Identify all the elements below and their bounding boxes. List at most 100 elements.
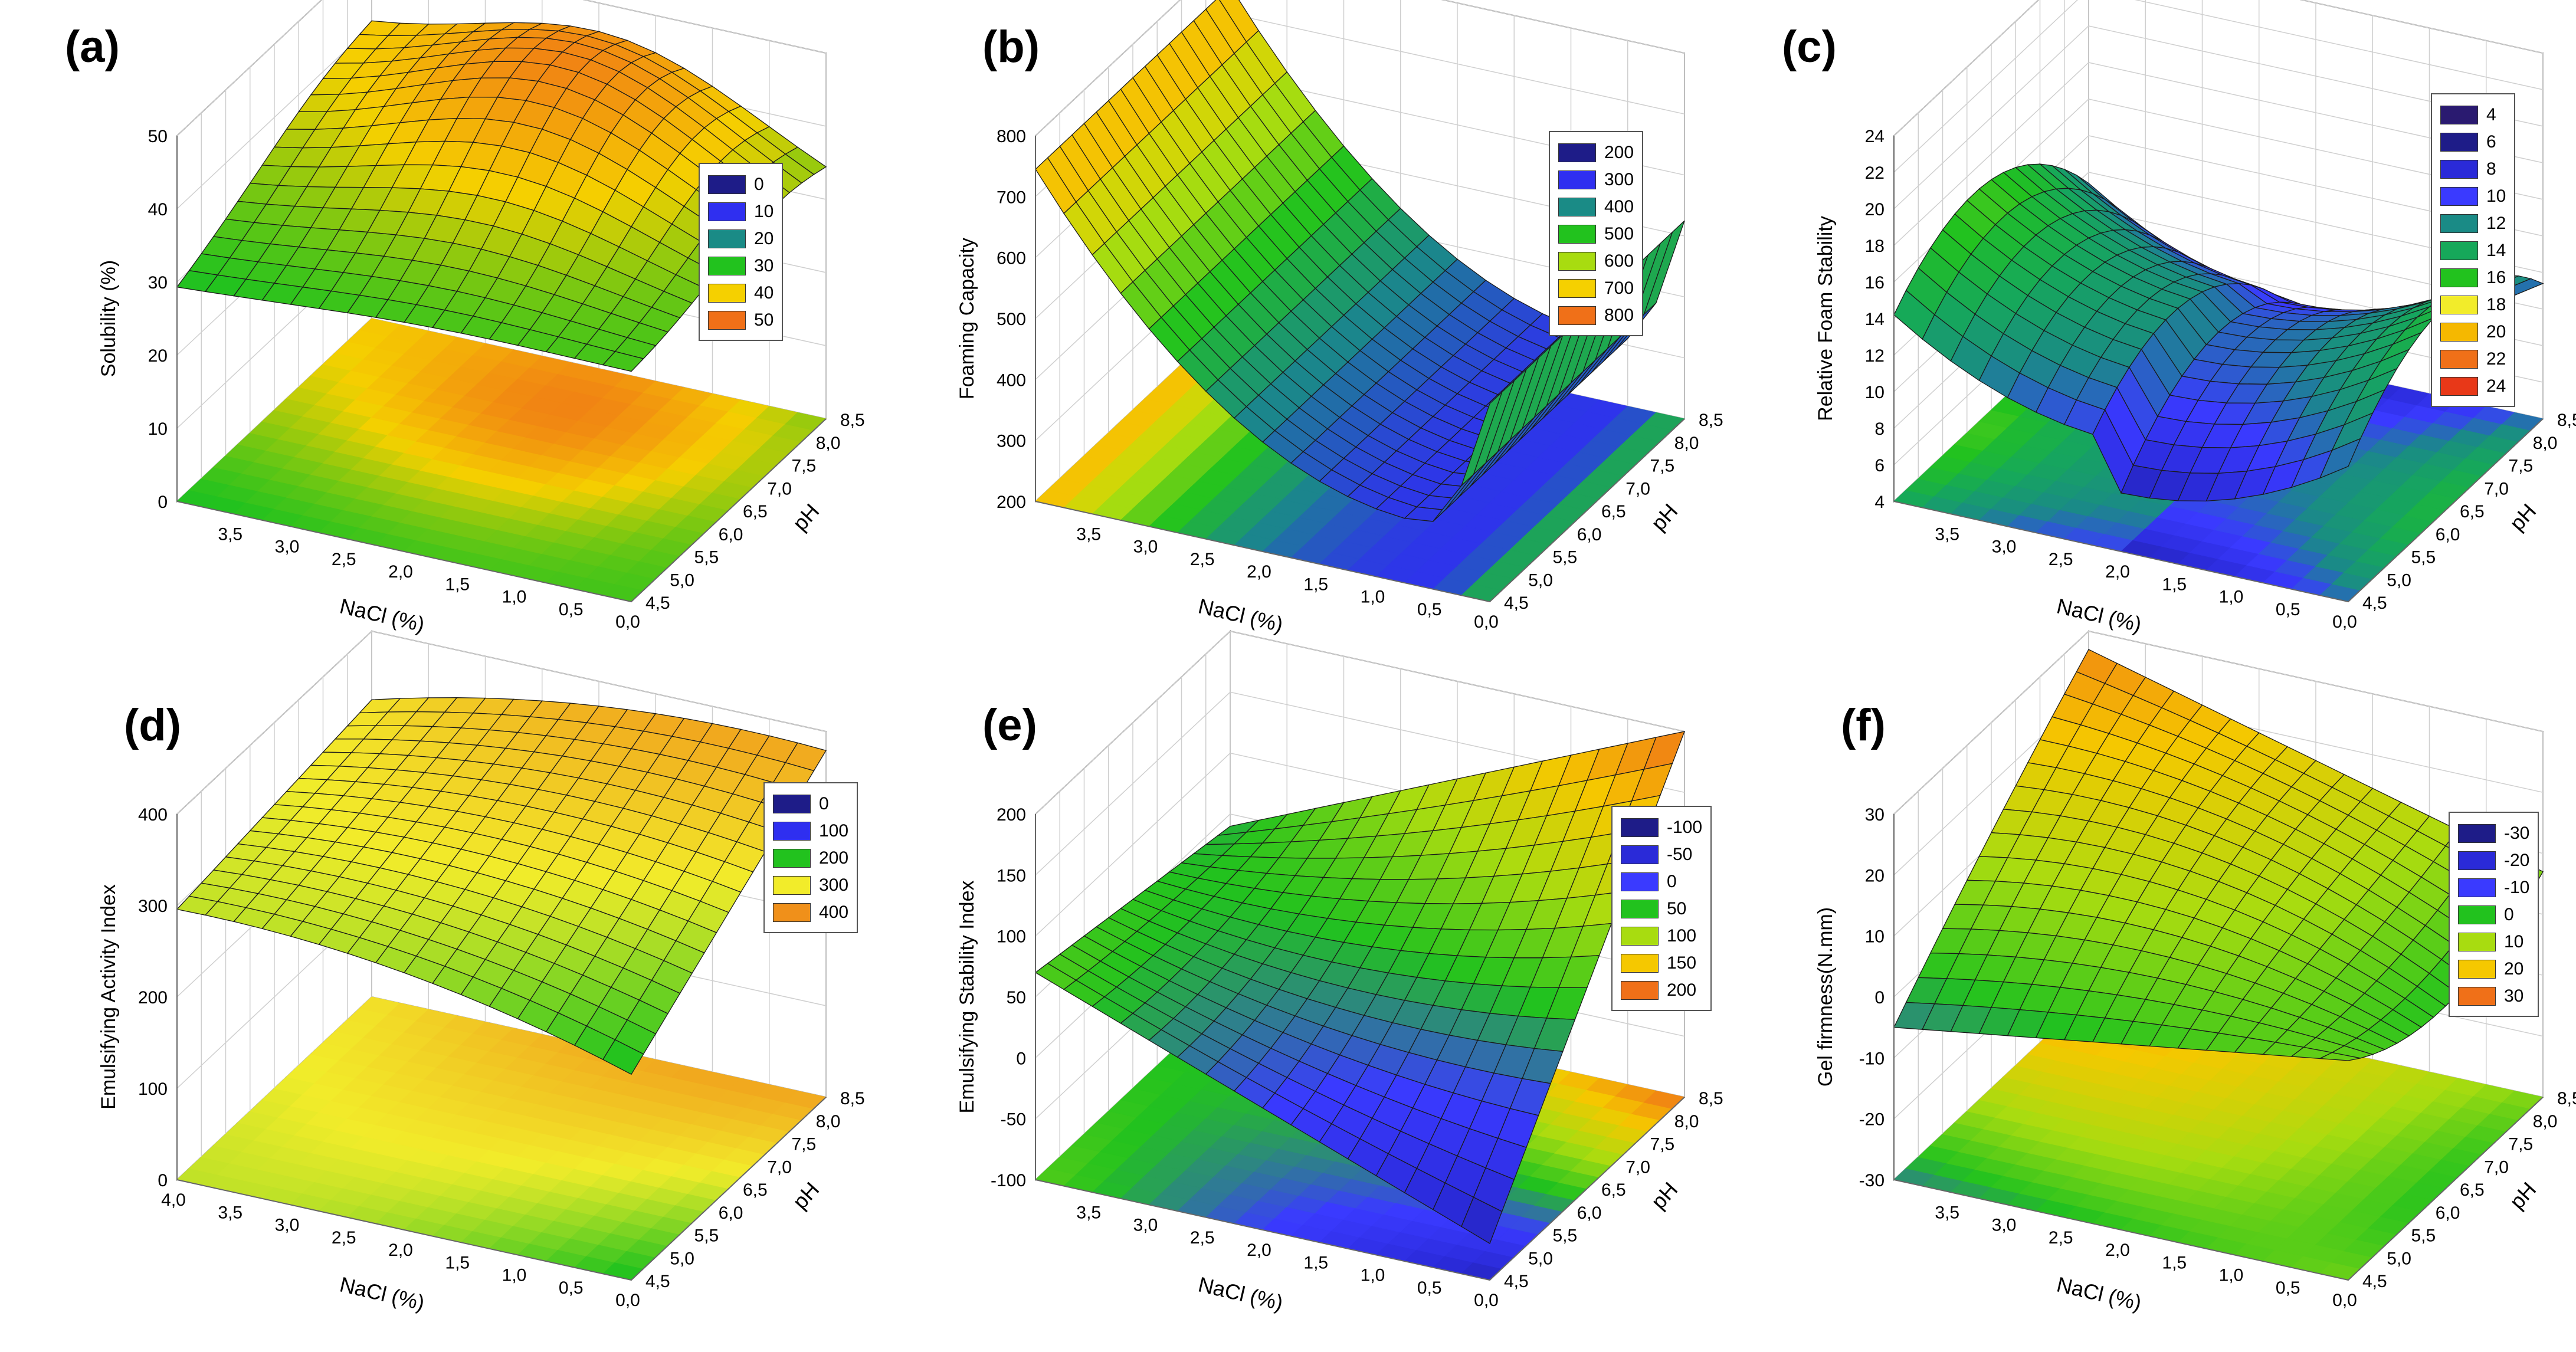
ph-tick-label: 6,0	[2436, 525, 2460, 544]
legend-label: 700	[1604, 278, 1634, 298]
z-gridline	[1035, 0, 1685, 136]
legend-label: 400	[1604, 197, 1634, 216]
nacl-tick-label: 2,0	[388, 562, 413, 582]
nacl-tick-label: 2,5	[332, 1228, 356, 1248]
legend-entry: 800	[1558, 302, 1634, 329]
legend-entry: 24	[2440, 373, 2506, 400]
legend-entry: 4	[2440, 101, 2506, 129]
nacl-axis-title: NaCl (%)	[337, 1272, 427, 1315]
legend-swatch	[1558, 306, 1596, 325]
panel-label: (e)	[982, 700, 1037, 750]
nacl-tick-label: 3,5	[1935, 1203, 1959, 1222]
legend-swatch	[773, 876, 811, 895]
z-tick-label: 50	[1007, 988, 1026, 1008]
nacl-tick-label: 0,5	[559, 1278, 584, 1298]
z-tick-label: 200	[997, 493, 1026, 512]
legend-entry: 10	[708, 198, 774, 225]
nacl-tick-label: 1,5	[445, 575, 470, 594]
z-tick-label: 40	[148, 200, 168, 219]
legend: -30 -20 -10 0 10 20 30	[2449, 812, 2539, 1017]
nacl-tick-label: 0,5	[2276, 1278, 2300, 1298]
legend-swatch	[1621, 872, 1659, 891]
ph-tick-label: 4,5	[2362, 593, 2387, 613]
legend-swatch	[708, 202, 746, 221]
ph-tick-label: 8,5	[840, 411, 865, 430]
ph-tick-label: 8,0	[816, 1112, 841, 1131]
ph-tick-label: 5,5	[694, 1226, 719, 1246]
z-tick-label: 16	[1865, 273, 1885, 293]
legend-swatch	[2440, 350, 2478, 369]
ph-axis-title: pH	[2505, 499, 2541, 536]
panel-label: (d)	[124, 700, 182, 750]
legend-label: 16	[2486, 268, 2506, 287]
surface-cell	[1461, 392, 1503, 486]
nacl-tick-label: 3,5	[1076, 524, 1101, 544]
nacl-tick-label: 0,5	[2276, 600, 2300, 619]
legend-entry: 30	[2458, 983, 2529, 1010]
ph-tick-label: 8,0	[2533, 1112, 2558, 1131]
legend: 0 100 200 300 400	[763, 782, 858, 933]
legend-label: 500	[1604, 224, 1634, 244]
legend-swatch	[1621, 900, 1659, 918]
legend: -100 -50 0 50 100 150 200	[1611, 806, 1712, 1011]
legend-label: -20	[2504, 851, 2530, 870]
legend-entry: 6	[2440, 129, 2506, 156]
nacl-tick-label: 2,0	[2105, 562, 2130, 582]
ph-tick-label: 5,0	[1528, 1249, 1553, 1268]
legend-swatch	[773, 822, 811, 841]
legend-label: 6	[2486, 132, 2496, 152]
ph-tick-label: 8,0	[2533, 434, 2558, 453]
legend-entry: 100	[1621, 923, 1702, 950]
z-gridline	[176, 0, 827, 136]
legend-entry: 10	[2440, 183, 2506, 210]
legend-swatch	[2440, 323, 2478, 342]
z-tick-label: 30	[148, 273, 168, 293]
surface-plot-a: 010203040503,53,02,52,01,51,00,50,04,55,…	[97, 0, 865, 636]
legend-entry: 12	[2440, 210, 2506, 237]
surface-plot-b: 200 300 400 500 600 700 800 3,5 3,0 2,5 2,0 1,5 1,0 0…	[956, 0, 1723, 636]
legend-swatch	[2440, 241, 2478, 260]
ph-tick-label: 6,5	[2460, 1180, 2485, 1200]
legend-entry: -50	[1621, 841, 1702, 868]
nacl-tick-label: 1,5	[2162, 575, 2187, 594]
legend-label: 400	[819, 903, 849, 922]
ph-tick-label: 8,5	[840, 1089, 865, 1108]
nacl-tick-label: 0,0	[1474, 1291, 1499, 1310]
legend-entry: 18	[2440, 291, 2506, 319]
legend: 0 10 20 30 40 50	[699, 163, 784, 341]
legend-label: 8	[2486, 159, 2496, 179]
legend-label: -30	[2504, 823, 2530, 843]
legend-entry: -20	[2458, 847, 2529, 874]
ph-tick-label: 4,5	[2362, 1272, 2387, 1291]
nacl-tick-label: 2,0	[2105, 1241, 2130, 1260]
z-axis-title: Foaming Capacity	[956, 238, 978, 399]
ph-axis-title: pH	[788, 499, 824, 536]
z-tick-label: -100	[991, 1171, 1026, 1190]
response-surface	[176, 697, 827, 1075]
legend-swatch	[708, 284, 746, 303]
z-tick-label: 0	[1016, 1049, 1026, 1068]
nacl-tick-label: 0,5	[1417, 1278, 1442, 1298]
floor-contour	[176, 318, 827, 602]
legend-label: 12	[2486, 214, 2506, 233]
legend-swatch	[1558, 198, 1596, 216]
ph-tick-label: 4,5	[645, 1272, 670, 1291]
ph-tick-label: 7,0	[2484, 479, 2509, 498]
legend-swatch	[1621, 954, 1659, 973]
nacl-tick-label: 0,5	[559, 600, 584, 619]
legend-swatch	[2440, 106, 2478, 124]
legend-entry: 700	[1558, 275, 1634, 302]
ph-axis-title: pH	[788, 1177, 824, 1214]
ph-tick-label: 5,5	[1553, 548, 1578, 567]
panel-label: (f)	[1841, 700, 1886, 750]
legend-swatch	[708, 257, 746, 275]
chart-panel-e: -100 -50 0 50 100 150 200 3,5 3,0 2,5 2,0 1,5 1,0 0,5…	[858, 629, 1723, 1351]
surface-plot-e: -100 -50 0 50 100 150 200 3,5 3,0 2,5 2,0 1,5 1,0 0,5…	[956, 629, 1723, 1315]
legend-label: 14	[2486, 241, 2506, 260]
ph-tick-label: 5,5	[694, 548, 719, 567]
nacl-tick-label: 2,5	[1190, 550, 1215, 569]
legend-swatch	[1558, 252, 1596, 271]
z-tick-label: 10	[1865, 383, 1885, 402]
legend-entry: -10	[2458, 874, 2529, 901]
legend-entry: 10	[2458, 928, 2529, 956]
